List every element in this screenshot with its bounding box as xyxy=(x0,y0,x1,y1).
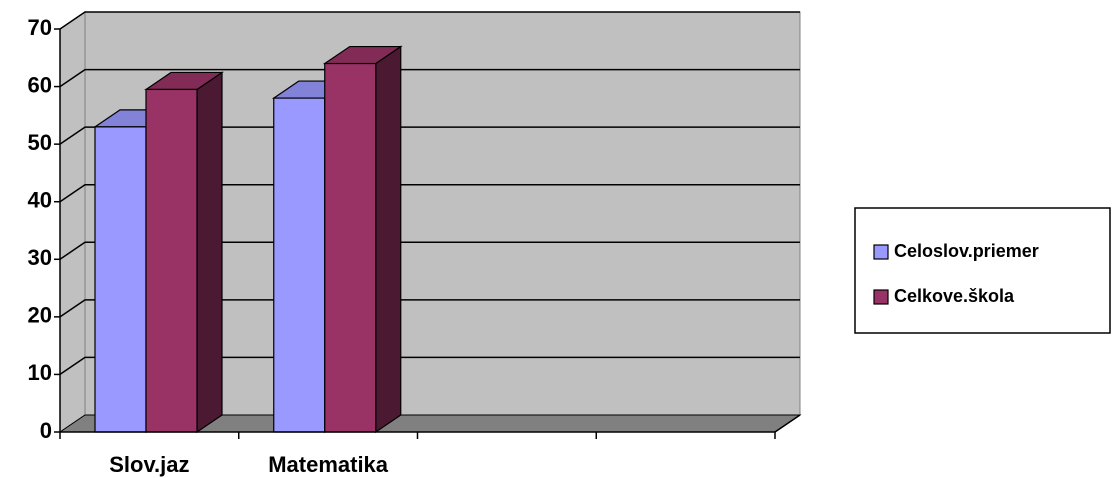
legend-label: Celkove.škola xyxy=(894,286,1015,306)
bars xyxy=(93,45,403,434)
bar xyxy=(144,71,224,434)
grid-line xyxy=(59,183,800,203)
bar-front xyxy=(273,97,326,433)
y-tick-label: 60 xyxy=(28,72,52,97)
bar-top-shade xyxy=(324,46,401,64)
y-tick-label: 20 xyxy=(28,303,52,328)
y-tick-label: 10 xyxy=(28,360,52,385)
grid-line xyxy=(59,241,800,260)
bar-front xyxy=(94,126,147,433)
x-tick-label: Slov.jaz xyxy=(109,452,189,477)
legend-swatch xyxy=(873,244,889,260)
grid-line xyxy=(59,126,800,145)
x-axis-depth xyxy=(774,414,801,433)
x-tick-label: Matematika xyxy=(268,452,389,477)
grid-line xyxy=(59,299,800,318)
y-tick-label: 30 xyxy=(28,245,52,270)
legend: Celoslov.priemer Celkove.škola xyxy=(873,241,1039,306)
grid-line xyxy=(59,356,800,376)
y-tick-label: 40 xyxy=(28,188,52,213)
y-tick-label: 0 xyxy=(40,418,52,443)
bar-top-shade xyxy=(146,72,222,90)
legend-box xyxy=(854,207,1111,334)
grid-line xyxy=(59,11,800,30)
side-wall xyxy=(59,11,86,433)
bar-side-shade xyxy=(375,46,401,433)
legend-swatch xyxy=(873,289,889,305)
y-tick-label: 50 xyxy=(28,130,52,155)
bar-side-shade xyxy=(197,72,222,432)
legend-label: Celoslov.priemer xyxy=(894,241,1039,261)
bar xyxy=(322,45,403,434)
bar-front xyxy=(324,62,377,433)
y-tick-label: 70 xyxy=(28,15,52,40)
grid xyxy=(59,11,800,376)
grid-line xyxy=(59,68,800,88)
bar-front xyxy=(145,88,198,433)
